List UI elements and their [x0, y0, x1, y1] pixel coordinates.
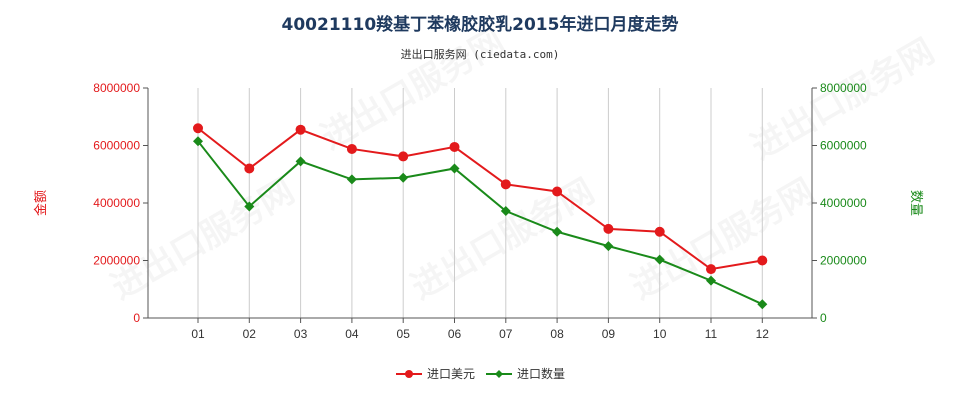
- watermark-text: 进出口服务网: [625, 171, 822, 308]
- data-point-qty: [244, 201, 255, 212]
- data-point-usd: [295, 124, 306, 135]
- x-tick-label: 09: [602, 327, 616, 341]
- x-tick-label: 07: [499, 327, 513, 341]
- left-tick-label: 8000000: [93, 81, 140, 95]
- series-line-usd: [197, 127, 763, 271]
- legend-marker-usd: [405, 370, 413, 378]
- chart-title: 40021110羧基丁苯橡胶胶乳2015年进口月度走势: [281, 15, 679, 35]
- right-tick-label: 0: [820, 311, 827, 325]
- legend-marker-qty: [495, 370, 503, 378]
- axes: 0 2000000 4000000 6000000 8000000 0 2000000 400…: [33, 81, 923, 341]
- data-point-qty: [500, 206, 511, 217]
- series-layer: [193, 123, 768, 310]
- right-tick-label: 4000000: [820, 196, 867, 210]
- data-point-usd: [244, 163, 255, 174]
- x-tick-label: 06: [448, 327, 462, 341]
- watermark-text: 进出口服务网: [105, 171, 302, 308]
- y-left-axis-label: 金额: [33, 190, 49, 216]
- x-tick-label: 10: [653, 327, 667, 341]
- data-point-qty: [654, 254, 665, 265]
- right-tick-label: 8000000: [820, 81, 867, 95]
- data-point-qty: [398, 172, 409, 183]
- data-point-qty: [295, 156, 306, 167]
- x-tick-label: 01: [191, 327, 205, 341]
- data-point-usd: [398, 151, 409, 162]
- x-tick-label: 11: [705, 327, 718, 341]
- data-point-qty: [193, 136, 203, 147]
- x-tick-label: 04: [345, 327, 359, 341]
- data-point-qty: [706, 275, 716, 286]
- right-tick-label: 6000000: [820, 139, 867, 153]
- data-point-usd: [706, 264, 716, 275]
- data-point-qty: [449, 163, 460, 174]
- data-point-usd: [500, 179, 511, 190]
- left-tick-label: 2000000: [93, 254, 140, 268]
- x-tick-label: 03: [294, 327, 308, 341]
- legend: 进口美元 进口数量: [396, 366, 565, 381]
- left-tick-label: 4000000: [93, 196, 140, 210]
- watermark-text: 进出口服务网: [315, 21, 512, 158]
- x-tick-label: 02: [243, 327, 257, 341]
- legend-label: 进口数量: [517, 366, 565, 381]
- right-tick-label: 2000000: [820, 254, 867, 268]
- chart-subtitle: 进出口服务网 (ciedata.com): [400, 48, 560, 61]
- left-tick-label: 0: [133, 311, 140, 325]
- watermark-text: 进出口服务网: [405, 171, 602, 308]
- left-tick-label: 6000000: [93, 139, 140, 153]
- data-point-qty: [346, 174, 357, 185]
- data-point-qty: [603, 241, 614, 252]
- data-point-usd: [552, 186, 563, 197]
- x-tick-label: 05: [397, 327, 411, 341]
- y-right-axis-label: 数量: [908, 190, 923, 216]
- series-line-qty: [197, 140, 763, 306]
- legend-label: 进口美元: [427, 367, 475, 381]
- data-point-qty: [552, 226, 563, 237]
- data-point-usd: [449, 141, 460, 152]
- data-point-usd: [654, 226, 665, 237]
- data-point-usd: [346, 143, 357, 154]
- data-point-usd: [757, 255, 768, 266]
- data-point-usd: [193, 123, 203, 134]
- data-point-qty: [757, 299, 768, 310]
- data-point-usd: [603, 223, 614, 234]
- grid-lines: [197, 88, 763, 318]
- x-tick-label: 12: [756, 327, 770, 341]
- x-tick-label: 08: [550, 327, 564, 341]
